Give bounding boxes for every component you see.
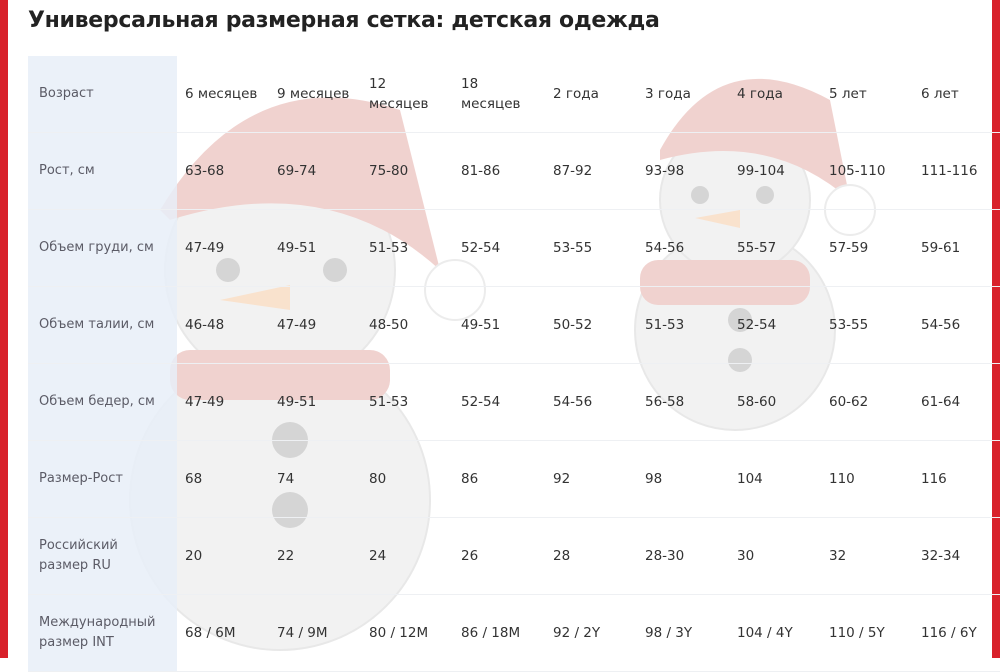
age-cell: 18 месяцев — [453, 56, 545, 133]
value-cell: 104 / 4Y — [729, 594, 821, 672]
value-cell: 74 / 9M — [269, 594, 361, 672]
value-cell: 26 — [453, 517, 545, 595]
value-cell: 53-55 — [821, 286, 913, 364]
size-table: Возраст 6 месяцев 9 месяцев 12 месяцев 18 ме… — [28, 56, 1000, 672]
value-cell: 75-80 — [361, 132, 453, 210]
age-cell: 6 лет — [913, 56, 1000, 133]
value-cell: 86 — [453, 440, 545, 518]
value-cell: 87-92 — [545, 132, 637, 210]
value-cell: 32 — [821, 517, 913, 595]
value-cell: 111-116 — [913, 132, 1000, 210]
value-cell: 86 / 18M — [453, 594, 545, 672]
value-cell: 47-49 — [177, 363, 269, 441]
value-cell: 28-30 — [637, 517, 729, 595]
value-cell: 99-104 — [729, 132, 821, 210]
value-cell: 49-51 — [269, 363, 361, 441]
age-cell: 5 лет — [821, 56, 913, 133]
value-cell: 46-48 — [177, 286, 269, 364]
row-label: Возраст — [28, 56, 177, 133]
value-cell: 55-57 — [729, 209, 821, 287]
value-cell: 48-50 — [361, 286, 453, 364]
row-label: Объем груди, см — [28, 209, 177, 287]
value-cell: 92 / 2Y — [545, 594, 637, 672]
value-cell: 93-98 — [637, 132, 729, 210]
row-label: Российский размер RU — [28, 517, 177, 595]
value-cell: 32-34 — [913, 517, 1000, 595]
value-cell: 20 — [177, 517, 269, 595]
value-cell: 50-52 — [545, 286, 637, 364]
table-row: Объем талии, см 46-48 47-49 48-50 49-51 50-52… — [28, 286, 1000, 364]
table-row: Объем бедер, см 47-49 49-51 51-53 52-54 54-56… — [28, 363, 1000, 441]
value-cell: 24 — [361, 517, 453, 595]
value-cell: 68 — [177, 440, 269, 518]
value-cell: 47-49 — [177, 209, 269, 287]
age-cell: 4 года — [729, 56, 821, 133]
value-cell: 92 — [545, 440, 637, 518]
value-cell: 110 / 5Y — [821, 594, 913, 672]
value-cell: 53-55 — [545, 209, 637, 287]
value-cell: 98 — [637, 440, 729, 518]
row-label: Международный размер INT — [28, 594, 177, 672]
age-cell: 6 месяцев — [177, 56, 269, 133]
red-border — [0, 0, 8, 658]
value-cell: 47-49 — [269, 286, 361, 364]
value-cell: 56-58 — [637, 363, 729, 441]
age-cell: 12 месяцев — [361, 56, 453, 133]
value-cell: 52-54 — [453, 209, 545, 287]
value-cell: 49-51 — [269, 209, 361, 287]
value-cell: 54-56 — [637, 209, 729, 287]
value-cell: 59-61 — [913, 209, 1000, 287]
table-row: Возраст 6 месяцев 9 месяцев 12 месяцев 18 ме… — [28, 56, 1000, 133]
row-label: Размер-Рост — [28, 440, 177, 518]
value-cell: 110 — [821, 440, 913, 518]
table-row: Международный размер INT 68 / 6M 74 / 9M 80… — [28, 594, 1000, 672]
age-cell: 3 года — [637, 56, 729, 133]
value-cell: 57-59 — [821, 209, 913, 287]
value-cell: 63-68 — [177, 132, 269, 210]
age-cell: 2 года — [545, 56, 637, 133]
row-label: Объем талии, см — [28, 286, 177, 364]
row-label: Объем бедер, см — [28, 363, 177, 441]
value-cell: 30 — [729, 517, 821, 595]
value-cell: 49-51 — [453, 286, 545, 364]
row-label: Рост, см — [28, 132, 177, 210]
value-cell: 81-86 — [453, 132, 545, 210]
value-cell: 51-53 — [637, 286, 729, 364]
page-title: Универсальная размерная сетка: детская о… — [28, 8, 660, 33]
value-cell: 69-74 — [269, 132, 361, 210]
value-cell: 54-56 — [913, 286, 1000, 364]
value-cell: 51-53 — [361, 363, 453, 441]
table-body: Возраст 6 месяцев 9 месяцев 12 месяцев 18 ме… — [28, 56, 1000, 672]
value-cell: 105-110 — [821, 132, 913, 210]
value-cell: 98 / 3Y — [637, 594, 729, 672]
table-row: Рост, см 63-68 69-74 75-80 81-86 87-92 93-98 99… — [28, 132, 1000, 210]
age-cell: 9 месяцев — [269, 56, 361, 133]
value-cell: 116 / 6Y — [913, 594, 1000, 672]
value-cell: 51-53 — [361, 209, 453, 287]
value-cell: 80 — [361, 440, 453, 518]
value-cell: 28 — [545, 517, 637, 595]
table-row: Размер-Рост 68 74 80 86 92 98 104 110 116 — [28, 440, 1000, 518]
value-cell: 74 — [269, 440, 361, 518]
value-cell: 104 — [729, 440, 821, 518]
value-cell: 54-56 — [545, 363, 637, 441]
value-cell: 61-64 — [913, 363, 1000, 441]
value-cell: 68 / 6M — [177, 594, 269, 672]
value-cell: 58-60 — [729, 363, 821, 441]
value-cell: 60-62 — [821, 363, 913, 441]
value-cell: 52-54 — [729, 286, 821, 364]
value-cell: 80 / 12M — [361, 594, 453, 672]
value-cell: 22 — [269, 517, 361, 595]
table-row: Российский размер RU 20 22 24 26 28 28-30 30 32 3… — [28, 517, 1000, 595]
table-row: Объем груди, см 47-49 49-51 51-53 52-54 53-55… — [28, 209, 1000, 287]
value-cell: 52-54 — [453, 363, 545, 441]
value-cell: 116 — [913, 440, 1000, 518]
